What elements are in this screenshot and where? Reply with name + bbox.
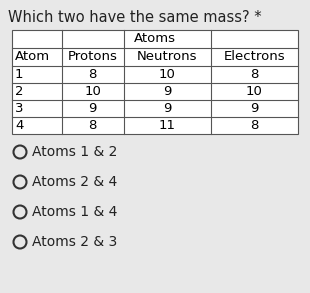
Text: 10: 10	[159, 68, 175, 81]
Text: 10: 10	[246, 85, 263, 98]
Text: 9: 9	[163, 85, 171, 98]
Text: 1: 1	[15, 68, 24, 81]
Text: 11: 11	[159, 119, 176, 132]
Text: Atom: Atom	[15, 50, 50, 64]
Text: Atoms 1 & 4: Atoms 1 & 4	[32, 205, 117, 219]
Text: 4: 4	[15, 119, 23, 132]
Text: 8: 8	[89, 119, 97, 132]
Text: 9: 9	[89, 102, 97, 115]
Text: Electrons: Electrons	[224, 50, 285, 64]
Text: 8: 8	[250, 119, 259, 132]
Text: Atoms 2 & 4: Atoms 2 & 4	[32, 175, 117, 189]
Text: Atoms 2 & 3: Atoms 2 & 3	[32, 235, 117, 249]
Text: 8: 8	[250, 68, 259, 81]
Text: Protons: Protons	[68, 50, 118, 64]
Text: 9: 9	[250, 102, 259, 115]
Text: 8: 8	[89, 68, 97, 81]
Bar	[12, 30, 298, 134]
Text: Neutrons: Neutrons	[137, 50, 197, 64]
Text: 9: 9	[163, 102, 171, 115]
Text: 2: 2	[15, 85, 24, 98]
Text: 3: 3	[15, 102, 24, 115]
Text: Atoms 1 & 2: Atoms 1 & 2	[32, 145, 117, 159]
Text: Which two have the same mass? *: Which two have the same mass? *	[8, 10, 262, 25]
Text: 10: 10	[84, 85, 101, 98]
Text: Atoms: Atoms	[134, 33, 176, 45]
